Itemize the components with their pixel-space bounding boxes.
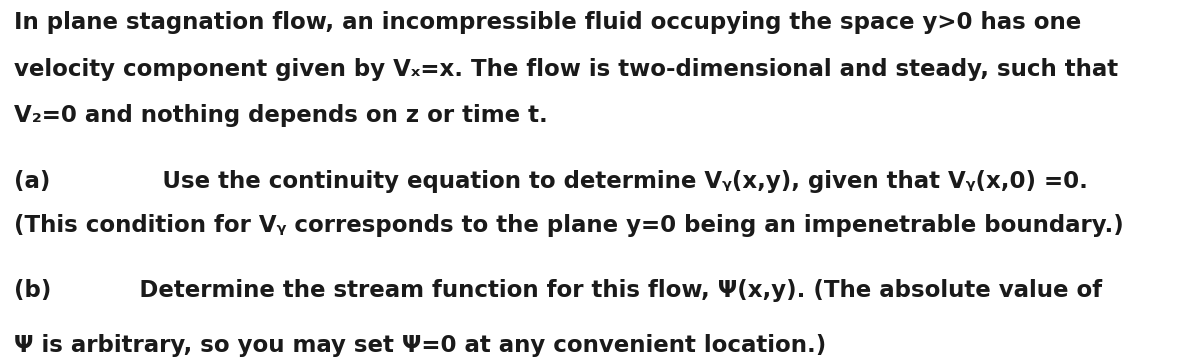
Text: Ψ is arbitrary, so you may set Ψ=0 at any convenient location.): Ψ is arbitrary, so you may set Ψ=0 at an…: [14, 334, 827, 357]
Text: V₂=0 and nothing depends on z or time t.: V₂=0 and nothing depends on z or time t.: [14, 104, 548, 127]
Text: (a)              Use the continuity equation to determine Vᵧ(x,y), given that Vᵧ: (a) Use the continuity equation to deter…: [14, 170, 1088, 192]
Text: (b)           Determine the stream function for this flow, Ψ(x,y). (The absolute: (b) Determine the stream function for th…: [14, 279, 1103, 302]
Text: (This condition for Vᵧ corresponds to the plane y=0 being an impenetrable bounda: (This condition for Vᵧ corresponds to th…: [14, 214, 1124, 237]
Text: velocity component given by Vₓ=x. The flow is two-dimensional and steady, such t: velocity component given by Vₓ=x. The fl…: [14, 58, 1118, 81]
Text: In plane stagnation flow, an incompressible fluid occupying the space y>0 has on: In plane stagnation flow, an incompressi…: [14, 11, 1081, 34]
